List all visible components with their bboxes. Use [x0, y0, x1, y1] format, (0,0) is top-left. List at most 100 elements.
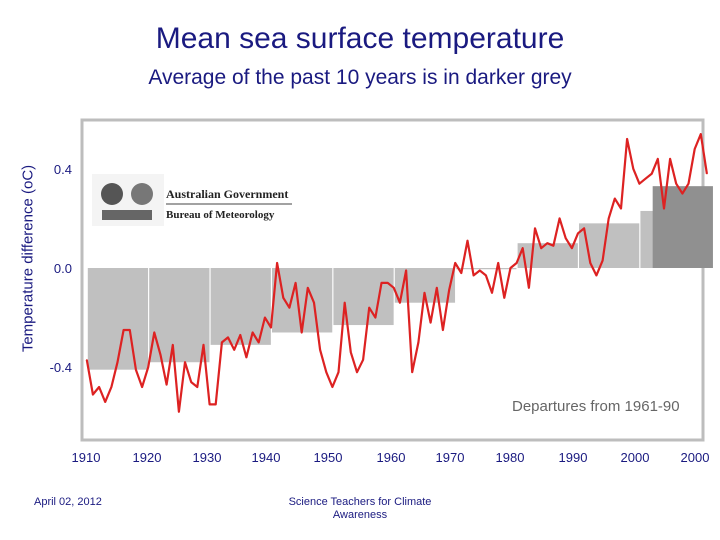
series-point [700, 133, 702, 135]
series-point [215, 403, 217, 405]
series-point [473, 274, 475, 277]
x-tick-label: 2000 [621, 450, 650, 465]
series-point [172, 344, 174, 346]
series-point [417, 341, 419, 343]
series-point [245, 356, 248, 358]
series-point [153, 331, 155, 334]
series-point [577, 232, 579, 234]
series-point [141, 386, 143, 388]
series-point [374, 317, 376, 319]
series-point [307, 287, 309, 289]
series-point [344, 302, 346, 304]
series-point [552, 245, 555, 247]
series-point [166, 383, 168, 386]
series-point [608, 217, 610, 219]
series-point [583, 227, 585, 229]
series-point [460, 272, 462, 274]
series-point [479, 269, 481, 272]
series-point [276, 262, 278, 264]
series-point [589, 262, 591, 264]
series-point [675, 183, 677, 185]
series-point [546, 242, 548, 244]
x-tick-label: 1920 [133, 450, 162, 465]
series-point [337, 371, 340, 373]
series-point [331, 386, 333, 388]
series-point [393, 287, 395, 289]
decade-bar [456, 268, 517, 270]
series-point [301, 331, 303, 334]
series-point [497, 262, 499, 264]
series-point [294, 282, 297, 284]
series-point [270, 326, 272, 329]
series-point [368, 307, 370, 309]
series-point [669, 158, 671, 160]
series-point [313, 302, 315, 304]
chart-title: Mean sea surface temperature [155, 22, 565, 55]
series-point [264, 317, 266, 319]
coat-of-arms-emblem [101, 183, 123, 205]
footer-date: April 02, 2012 [34, 496, 102, 508]
series-point [129, 329, 131, 331]
series-point [159, 354, 162, 356]
series-point [319, 349, 321, 351]
series-point [423, 292, 426, 294]
series-point [663, 207, 665, 210]
series-point [466, 240, 469, 242]
series-point [387, 282, 389, 284]
series-point [399, 302, 401, 304]
series-point [485, 274, 487, 277]
series-point [123, 329, 125, 331]
series-point [98, 386, 100, 388]
series-point [558, 217, 561, 219]
bom-logo: Australian Government Bureau of Meteorolo… [92, 174, 292, 226]
series-point [282, 297, 284, 299]
series-point [436, 287, 438, 289]
series-point [116, 361, 119, 363]
series-point [411, 371, 413, 373]
series-point [251, 331, 254, 334]
chart-subtitle: Average of the past 10 years is in darke… [148, 66, 572, 89]
series-point [356, 371, 358, 373]
series-point [614, 197, 616, 200]
footer-credit: Science Teachers for Climate Awareness [288, 496, 432, 521]
series-point [362, 359, 364, 361]
series-point [209, 403, 211, 405]
series-point [221, 341, 223, 343]
series-point [405, 269, 407, 272]
series-point [681, 193, 683, 195]
series-point [110, 386, 112, 388]
x-tick-label: 2000 [681, 450, 710, 465]
x-tick-label: 1970 [436, 450, 465, 465]
x-tick-label: 1980 [496, 450, 525, 465]
series-point [380, 282, 383, 284]
x-tick-label: 1990 [559, 450, 588, 465]
series-point [135, 369, 137, 371]
y-tick-label: 0.0 [54, 261, 72, 276]
series-point [454, 262, 456, 264]
series-point [503, 297, 505, 299]
x-tick-label: 1910 [72, 450, 101, 465]
series-point [430, 321, 432, 324]
series-point [509, 267, 512, 269]
series-point [516, 262, 518, 264]
series-point [92, 393, 94, 396]
decade-bar [517, 243, 578, 268]
series-point [104, 401, 106, 403]
series-point [86, 359, 88, 361]
series-point [325, 371, 327, 373]
y-tick-label: -0.4 [50, 360, 72, 375]
series-point [288, 307, 291, 309]
coat-of-arms-emblem [131, 183, 153, 205]
series-point [638, 183, 641, 185]
series-point [534, 227, 536, 229]
series-point [540, 247, 542, 249]
series-point [227, 336, 229, 339]
series-point [350, 351, 352, 353]
decade-bar [87, 268, 149, 370]
series-point [595, 274, 598, 277]
series-point [190, 381, 192, 383]
series-point [178, 411, 180, 413]
series-point [632, 168, 634, 170]
series-point [601, 259, 604, 262]
